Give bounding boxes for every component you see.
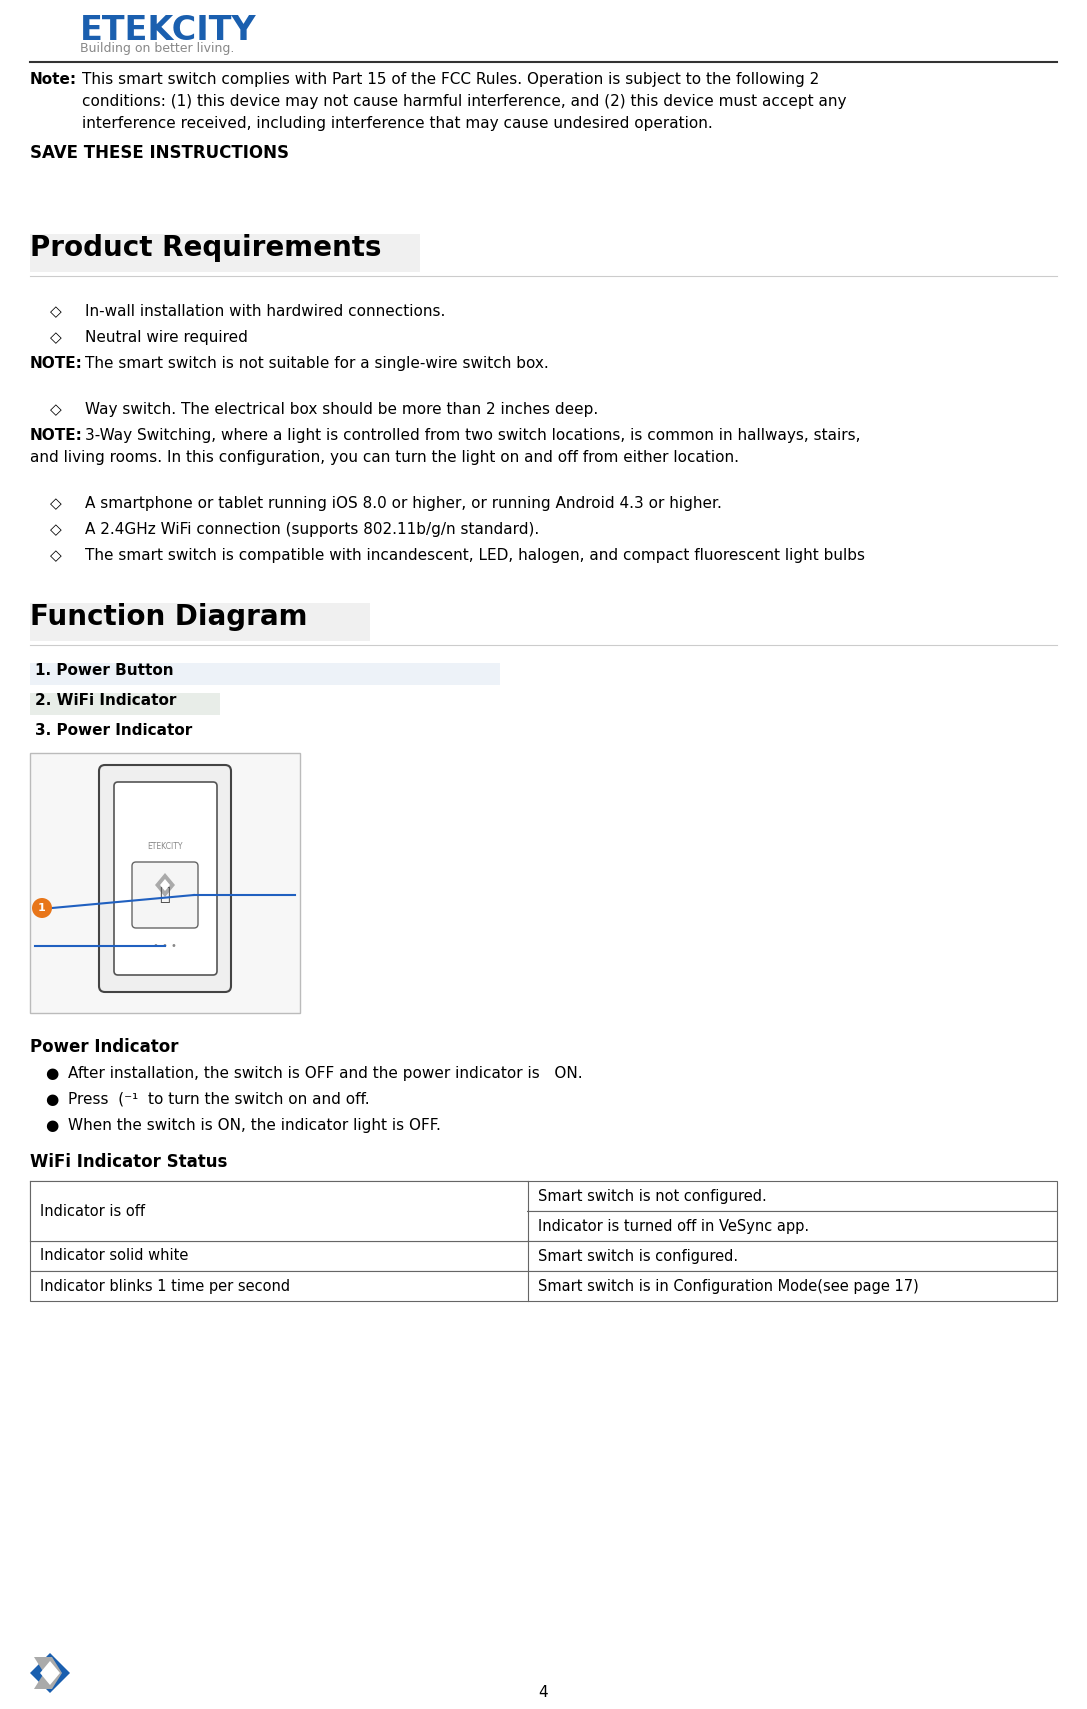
Text: The smart switch is not suitable for a single-wire switch box.: The smart switch is not suitable for a s… [85,355,549,371]
Text: ◇: ◇ [50,496,62,511]
Text: 1. Power Button: 1. Power Button [35,663,174,678]
Text: A 2.4GHz WiFi connection (supports 802.11b/g/n standard).: A 2.4GHz WiFi connection (supports 802.1… [85,521,539,537]
Bar [30,234,420,272]
Text: ◇: ◇ [50,402,62,417]
Polygon shape [40,1661,60,1685]
Polygon shape [30,1653,70,1694]
Bar [30,1271,1057,1301]
Text: Way switch. The electrical box should be more than 2 inches deep.: Way switch. The electrical box should be… [85,402,598,417]
Text: 1: 1 [38,902,46,913]
Text: Press  (⁻¹  to turn the switch on and off.: Press (⁻¹ to turn the switch on and off. [68,1092,370,1107]
Text: ◇: ◇ [50,330,62,345]
Text: 3-Way Switching, where a light is controlled from two switch locations, is commo: 3-Way Switching, where a light is contro… [85,427,861,443]
Text: conditions: (1) this device may not cause harmful interference, and (2) this dev: conditions: (1) this device may not caus… [82,94,847,109]
FancyBboxPatch shape [114,783,217,976]
Text: ●: ● [45,1066,59,1082]
Text: 4: 4 [538,1685,548,1700]
Bar [30,754,300,1013]
Bar [30,1181,1057,1212]
Polygon shape [155,873,175,897]
Text: A smartphone or tablet running iOS 8.0 or higher, or running Android 4.3 or high: A smartphone or tablet running iOS 8.0 o… [85,496,722,511]
Text: Building on better living.: Building on better living. [80,43,235,55]
Text: Indicator solid white: Indicator solid white [40,1249,188,1263]
Text: 2. WiFi Indicator: 2. WiFi Indicator [35,694,176,708]
Text: Note:: Note: [30,72,77,87]
Text: Indicator is off: Indicator is off [40,1203,145,1219]
Polygon shape [34,1658,62,1688]
Polygon shape [160,878,170,890]
Bar [30,1241,1057,1271]
Bar [30,663,500,685]
Text: ●: ● [45,1092,59,1107]
Text: ◇: ◇ [50,304,62,320]
FancyBboxPatch shape [99,766,232,991]
Text: Product Requirements: Product Requirements [30,234,382,261]
Bar [30,1212,1057,1241]
Text: Smart switch is in Configuration Mode(see page 17): Smart switch is in Configuration Mode(se… [538,1278,919,1294]
Text: 3. Power Indicator: 3. Power Indicator [35,723,192,738]
Text: ◇: ◇ [50,549,62,562]
Text: • • •: • • • [153,942,177,950]
Text: Indicator blinks 1 time per second: Indicator blinks 1 time per second [40,1278,290,1294]
Text: Neutral wire required: Neutral wire required [85,330,248,345]
Text: interference received, including interference that may cause undesired operation: interference received, including interfe… [82,116,713,132]
Text: ⏻: ⏻ [160,885,171,904]
Text: Indicator is turned off in VeSync app.: Indicator is turned off in VeSync app. [538,1219,809,1234]
Bar [32,1181,527,1241]
Text: NOTE:: NOTE: [30,355,83,371]
Text: ◇: ◇ [50,521,62,537]
Text: WiFi Indicator Status: WiFi Indicator Status [30,1154,227,1171]
Text: NOTE:: NOTE: [30,427,83,443]
Text: Function Diagram: Function Diagram [30,603,308,631]
Bar [30,603,370,641]
Text: ETEKCITY: ETEKCITY [147,843,183,851]
Bar [30,694,220,714]
Text: Smart switch is not configured.: Smart switch is not configured. [538,1188,766,1203]
Text: Smart switch is configured.: Smart switch is configured. [538,1249,738,1263]
Circle shape [32,897,52,918]
Text: After installation, the switch is OFF and the power indicator is   ON.: After installation, the switch is OFF an… [68,1066,583,1082]
Text: This smart switch complies with Part 15 of the FCC Rules. Operation is subject t: This smart switch complies with Part 15 … [82,72,820,87]
Text: SAVE THESE INSTRUCTIONS: SAVE THESE INSTRUCTIONS [30,144,289,162]
Text: In-wall installation with hardwired connections.: In-wall installation with hardwired conn… [85,304,446,320]
Text: Power Indicator: Power Indicator [30,1037,178,1056]
Text: ●: ● [45,1118,59,1133]
Text: The smart switch is compatible with incandescent, LED, halogen, and compact fluo: The smart switch is compatible with inca… [85,549,865,562]
FancyBboxPatch shape [132,861,198,928]
Text: and living rooms. In this configuration, you can turn the light on and off from : and living rooms. In this configuration,… [30,449,739,465]
Text: When the switch is ON, the indicator light is OFF.: When the switch is ON, the indicator lig… [68,1118,441,1133]
Text: ETEKCITY: ETEKCITY [80,14,257,48]
